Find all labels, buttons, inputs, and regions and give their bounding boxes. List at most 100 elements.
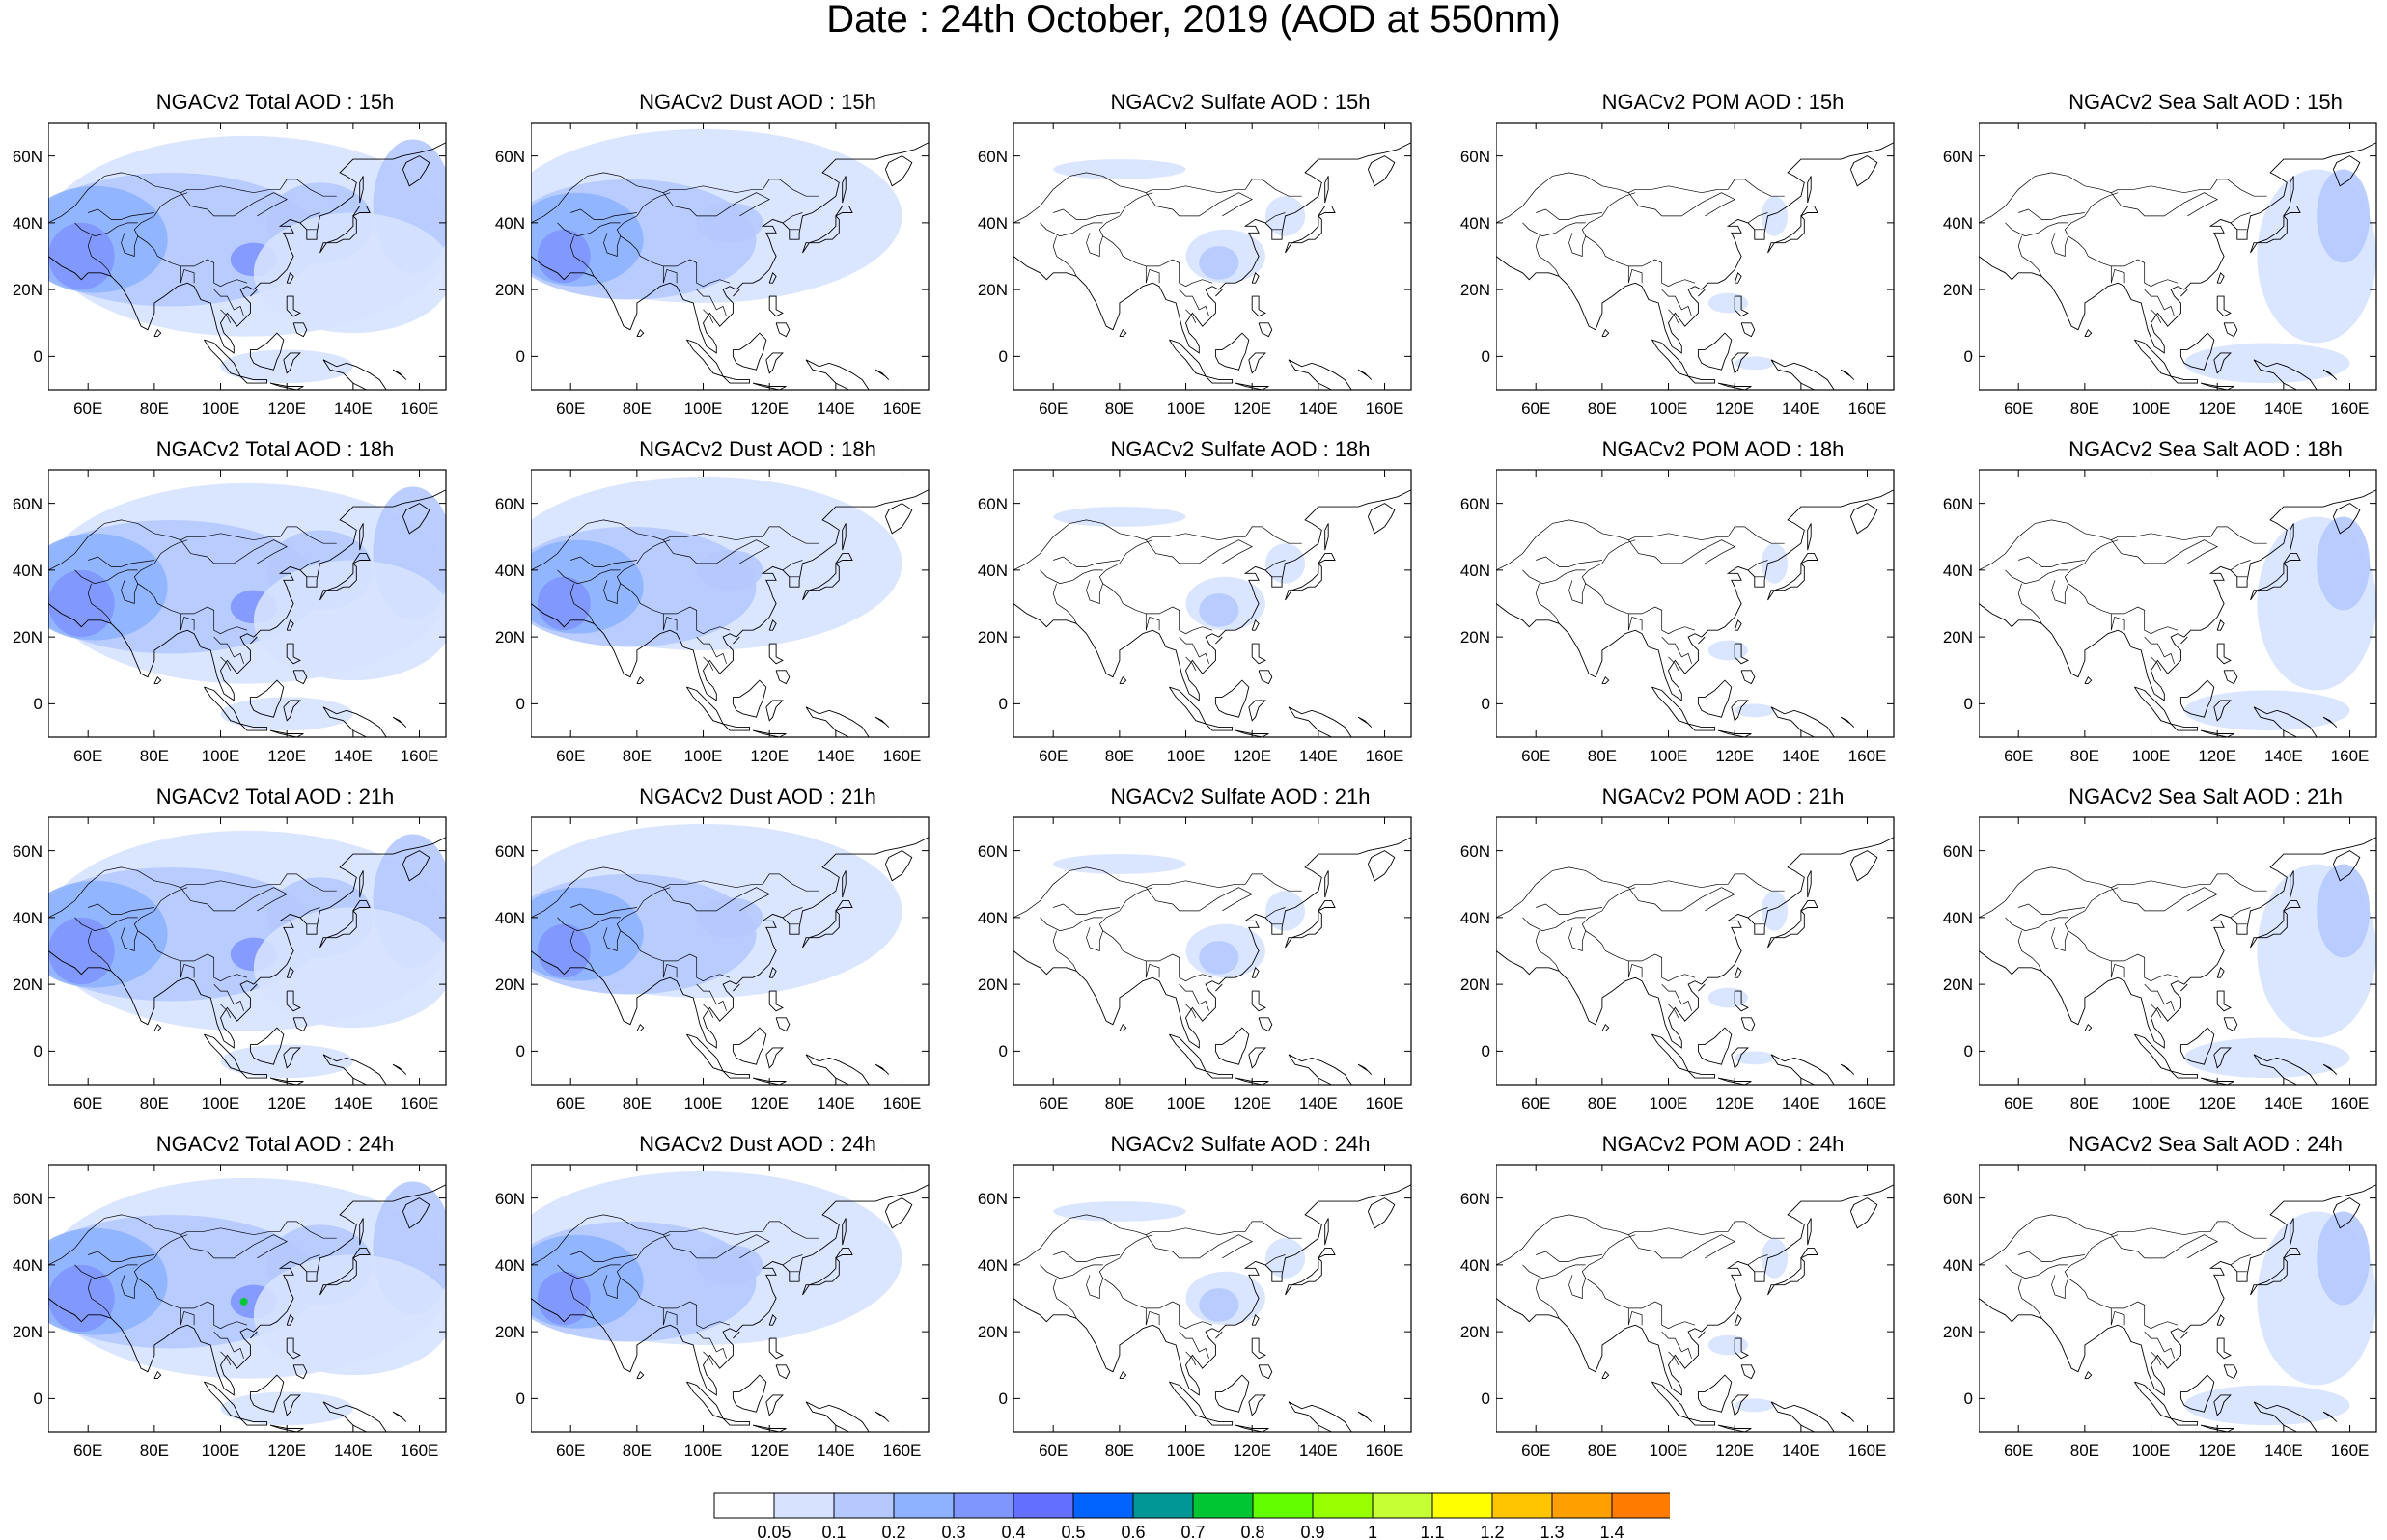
coastline [352, 1248, 371, 1259]
lon-tick-label: 120E [267, 399, 306, 418]
country-border [1747, 1254, 1768, 1266]
map-frame [1496, 1164, 1895, 1433]
coastline [765, 352, 784, 374]
coastline [1367, 850, 1396, 882]
lat-tick-label: 0 [998, 347, 1008, 367]
coastline [768, 643, 784, 665]
coastline [1119, 1370, 1127, 1380]
coastline [269, 382, 304, 390]
coastline [1013, 1184, 1411, 1396]
coastline [319, 1256, 357, 1296]
lat-tick-label: 40N [1942, 561, 1973, 580]
lat-tick-label: 0 [33, 695, 42, 714]
map-frame [1013, 122, 1412, 391]
country-border [213, 983, 244, 1011]
coastline [2290, 523, 2294, 551]
panel-title: NGACv2 Dust AOD : 21h [639, 784, 876, 809]
coastline [1251, 1313, 1260, 1326]
lat-tick-label: 40N [977, 908, 1008, 927]
colorbar-swatch [1551, 1492, 1613, 1519]
coastline [1979, 837, 2376, 1049]
coastline [1849, 503, 1878, 535]
lon-tick-label: 140E [334, 1442, 373, 1460]
aod-field [1979, 817, 2376, 1085]
map-canvas: 60E 80E 100E 120E 140E 160E [1979, 469, 2377, 765]
map-panel-sulfate-aod: NGACv2 Sulfate AOD : 21h 60E 80E 100E 120E 14… [1013, 786, 1467, 1114]
aod-blob [220, 1391, 353, 1426]
country-border [1522, 569, 1586, 585]
map-canvas: 60E 80E 100E 120E 140E 160E [1013, 469, 1412, 765]
aod-blob [1707, 640, 1748, 661]
country-border [616, 192, 731, 288]
country-border [180, 613, 195, 631]
coastline [2084, 675, 2093, 685]
lon-tick-label: 140E [2264, 747, 2303, 765]
map-panel-sea-salt-aod: NGACv2 Sea Salt AOD : 15h 60E 80E 100E 120E 1… [1979, 92, 2387, 420]
lon-tick-label: 160E [1366, 1094, 1404, 1113]
lon-tick-label: 120E [750, 747, 789, 765]
lat-tick-label: 0 [1481, 1389, 1490, 1409]
coastline [1214, 332, 1250, 371]
lat-tick-label: 20N [977, 628, 1008, 647]
coastline [1687, 375, 1716, 384]
country-border [87, 930, 112, 972]
colorbar-label: 1 [1368, 1523, 1377, 1540]
lat-tick-label: 40N [494, 213, 525, 233]
coastline [283, 1394, 301, 1416]
lat-tick-label: 0 [515, 1042, 525, 1061]
coastline [874, 369, 890, 380]
lon-tick-label: 140E [334, 1094, 373, 1113]
lon-tick-label: 120E [750, 399, 789, 418]
colorbar-swatch [1132, 1492, 1194, 1519]
coastline [1214, 679, 1250, 718]
lat-tick-label: 0 [1963, 1389, 1973, 1409]
coastline [239, 1417, 268, 1426]
lon-tick-label: 80E [623, 747, 652, 765]
lon-tick-label: 60E [1039, 399, 1068, 418]
coastline [269, 1424, 304, 1432]
country-border [782, 907, 803, 919]
coastline [874, 1063, 890, 1075]
aod-blob [537, 1271, 591, 1326]
lat-tick-label: 0 [515, 695, 525, 714]
coastline [269, 729, 304, 737]
lat-tick-label: 0 [1481, 1042, 1490, 1061]
coastline [2213, 1394, 2232, 1416]
country-border [2230, 560, 2251, 571]
colorbar-swatch [1252, 1492, 1314, 1519]
country-border [782, 212, 803, 224]
country-border [1146, 887, 1253, 912]
coastline [835, 1248, 853, 1259]
coastline [636, 675, 645, 685]
coastline [1251, 619, 1260, 631]
coastline [1651, 1381, 1689, 1419]
country-border [1185, 656, 1197, 671]
lat-tick-label: 20N [494, 628, 525, 647]
coastline [249, 332, 285, 371]
coastline [2332, 503, 2361, 535]
lon-tick-label: 140E [334, 399, 373, 418]
lat-tick-label: 60N [494, 841, 525, 861]
coastline [286, 990, 301, 1012]
country-border [1264, 560, 1286, 571]
coastline [1258, 670, 1273, 685]
coastline [1731, 1394, 1749, 1416]
country-border [782, 1254, 803, 1266]
coastline [733, 1331, 740, 1339]
aod-blob [696, 203, 763, 243]
map-canvas: 60E 80E 100E 120E 140E 160E [1979, 122, 2377, 418]
map-frame [1013, 816, 1412, 1086]
country-border [1668, 656, 1679, 671]
country-border [603, 580, 622, 604]
lon-tick-label: 80E [1588, 1094, 1617, 1113]
country-border [531, 1214, 819, 1266]
coastline [1979, 142, 2376, 354]
map-frame [531, 816, 930, 1086]
country-border [133, 539, 248, 635]
map-panel-sulfate-aod: NGACv2 Sulfate AOD : 18h 60E 80E 100E 120E 14… [1013, 439, 1467, 767]
lat-tick-label: 60N [494, 494, 525, 513]
country-border [570, 208, 637, 220]
coastline [1119, 675, 1127, 685]
coastline [835, 900, 853, 912]
coastline [765, 700, 784, 722]
